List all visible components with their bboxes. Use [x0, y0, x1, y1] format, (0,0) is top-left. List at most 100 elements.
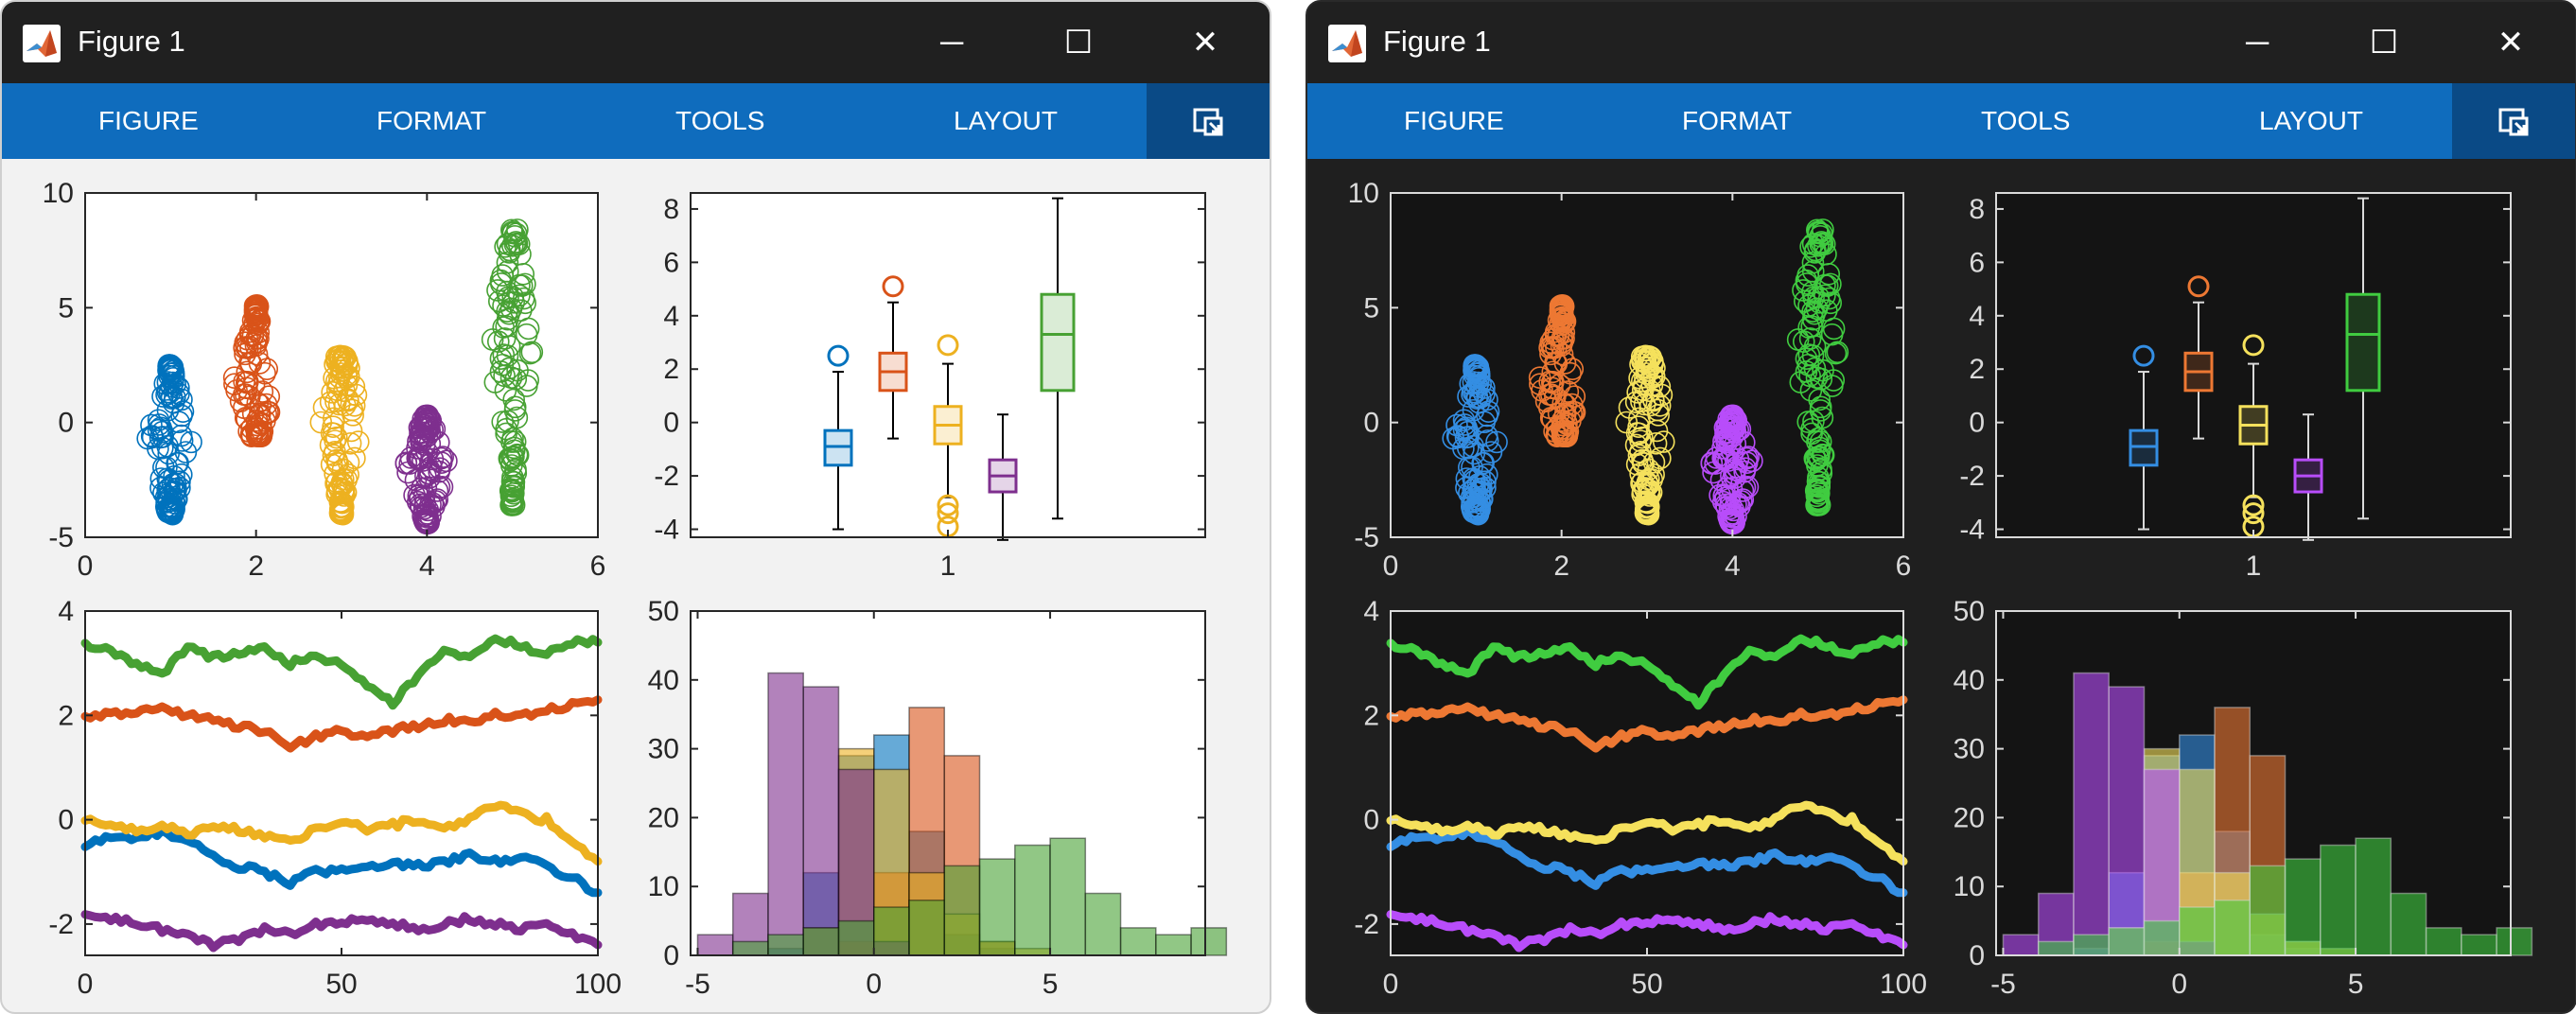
scatter-point: [1446, 413, 1468, 437]
scatter-point: [1460, 485, 1483, 509]
scatter-point: [148, 413, 170, 436]
tick-label: 0: [1363, 805, 1379, 836]
tick-label: -4: [654, 515, 679, 546]
histogram-bar: [1084, 892, 1122, 956]
tab-figure[interactable]: FIGURE: [98, 106, 199, 135]
scatter-point: [329, 495, 353, 518]
axes-border: [84, 192, 599, 538]
undock-button[interactable]: [1147, 83, 1270, 159]
scatter-point: [503, 395, 527, 419]
line-series: [1386, 826, 1908, 898]
line-series: [1386, 634, 1908, 710]
scatter-point: [1468, 465, 1491, 488]
tick-label: -4: [1959, 515, 1985, 546]
scatter-point: [502, 439, 526, 463]
tick-label: 50: [325, 969, 357, 1000]
box-outlier: [2187, 275, 2210, 298]
box: [1040, 292, 1076, 393]
tab-layout[interactable]: LAYOUT: [954, 106, 1058, 135]
scatter-point: [508, 284, 531, 307]
tick-label: 0: [663, 408, 679, 439]
tick-label: 4: [58, 596, 74, 627]
scatter-point: [332, 479, 356, 502]
tick-label: -5: [1354, 522, 1379, 553]
close-button[interactable]: ✕: [1191, 25, 1219, 61]
tab-tools[interactable]: TOOLS: [1981, 106, 2071, 135]
scatter-point: [1806, 493, 1830, 516]
scatter-point: [1806, 219, 1829, 242]
tab-tools[interactable]: TOOLS: [675, 106, 765, 135]
histogram-bar: [2073, 672, 2110, 956]
undock-button[interactable]: [2452, 83, 2575, 159]
scatter-point: [1797, 343, 1821, 366]
scatter-point: [238, 385, 261, 409]
scatter-point: [489, 347, 513, 370]
scatter-point: [329, 359, 353, 382]
scatter-point: [1808, 439, 1831, 463]
histogram-bar: [1190, 927, 1228, 956]
histogram-bar: [837, 919, 875, 956]
tab-format[interactable]: FORMAT: [1682, 106, 1793, 135]
histogram-bar: [2108, 686, 2146, 956]
scatter-point: [324, 429, 346, 452]
figure-canvas[interactable]: 0 2 4 6 -5 0 5 10 1 -4 -2 0 2 4 6 8 0 50 100 -2 0 2 4 -5 0 5 0 10 20…: [1307, 159, 2575, 1012]
scatter-point: [1551, 307, 1574, 331]
tab-layout[interactable]: LAYOUT: [2259, 106, 2363, 135]
scatter-point: [1824, 341, 1848, 365]
scatter-point: [147, 437, 169, 461]
box-outlier: [882, 275, 904, 298]
scatter-point: [1541, 360, 1565, 384]
tick-label: 5: [2348, 969, 2364, 1000]
minimize-button[interactable]: ─: [2245, 25, 2269, 61]
tick-label: 50: [1631, 969, 1662, 1000]
histogram-bar: [1014, 844, 1051, 956]
scatter-point: [414, 477, 438, 499]
scatter-point: [1626, 381, 1649, 404]
scatter-point: [157, 355, 180, 378]
tick-label: 6: [663, 247, 679, 278]
scatter-point: [1615, 411, 1638, 434]
scatter-point: [1811, 406, 1834, 429]
histogram-bar: [2249, 865, 2287, 956]
tick-label: 40: [648, 665, 679, 696]
scatter-point: [236, 376, 258, 400]
scatter-point: [236, 360, 259, 384]
scatter-point: [1551, 425, 1574, 447]
tick-label: 5: [1043, 969, 1059, 1000]
scatter-point: [234, 331, 257, 354]
scatter-point: [491, 264, 514, 287]
title-bar[interactable]: Figure 1 ─ ☐ ✕: [1307, 2, 2575, 83]
scatter-point: [245, 307, 269, 331]
histogram-bar: [2214, 900, 2252, 956]
title-bar[interactable]: Figure 1 ─ ☐ ✕: [2, 2, 1270, 83]
tick-label: 0: [78, 551, 94, 582]
tick-label: 8: [663, 194, 679, 225]
tab-figure[interactable]: FIGURE: [1404, 106, 1504, 135]
scatter-point: [1792, 279, 1814, 302]
scatter-point: [1801, 233, 1825, 255]
scatter-point: [1725, 409, 1747, 431]
histogram-bar: [2179, 906, 2216, 956]
matlab-logo-icon: [1328, 25, 1366, 62]
scatter-point: [1553, 352, 1577, 375]
histogram-bar: [802, 927, 840, 956]
line-series: [80, 826, 603, 898]
histogram-bar: [978, 858, 1016, 956]
maximize-button[interactable]: ☐: [2369, 25, 2399, 61]
scatter-point: [1796, 264, 1819, 287]
scatter-point: [1635, 495, 1658, 518]
tab-format[interactable]: FORMAT: [377, 106, 487, 135]
close-button[interactable]: ✕: [2497, 25, 2525, 61]
scatter-point: [492, 343, 516, 366]
scatter-point: [1821, 375, 1844, 397]
scatter-point: [1540, 383, 1563, 406]
scatter-point: [251, 420, 274, 443]
figure-canvas[interactable]: 0 2 4 6 -5 0 5 10 1 -4 -2 0 2 4 6 8 0 50 100 -2 0 2 4 -5 0 5 0 10 20…: [2, 159, 1270, 1012]
maximize-button[interactable]: ☐: [1063, 25, 1094, 61]
tick-label: 0: [78, 969, 94, 1000]
minimize-button[interactable]: ─: [939, 25, 964, 61]
histogram-bar: [1155, 934, 1192, 956]
scatter-point: [520, 341, 544, 364]
